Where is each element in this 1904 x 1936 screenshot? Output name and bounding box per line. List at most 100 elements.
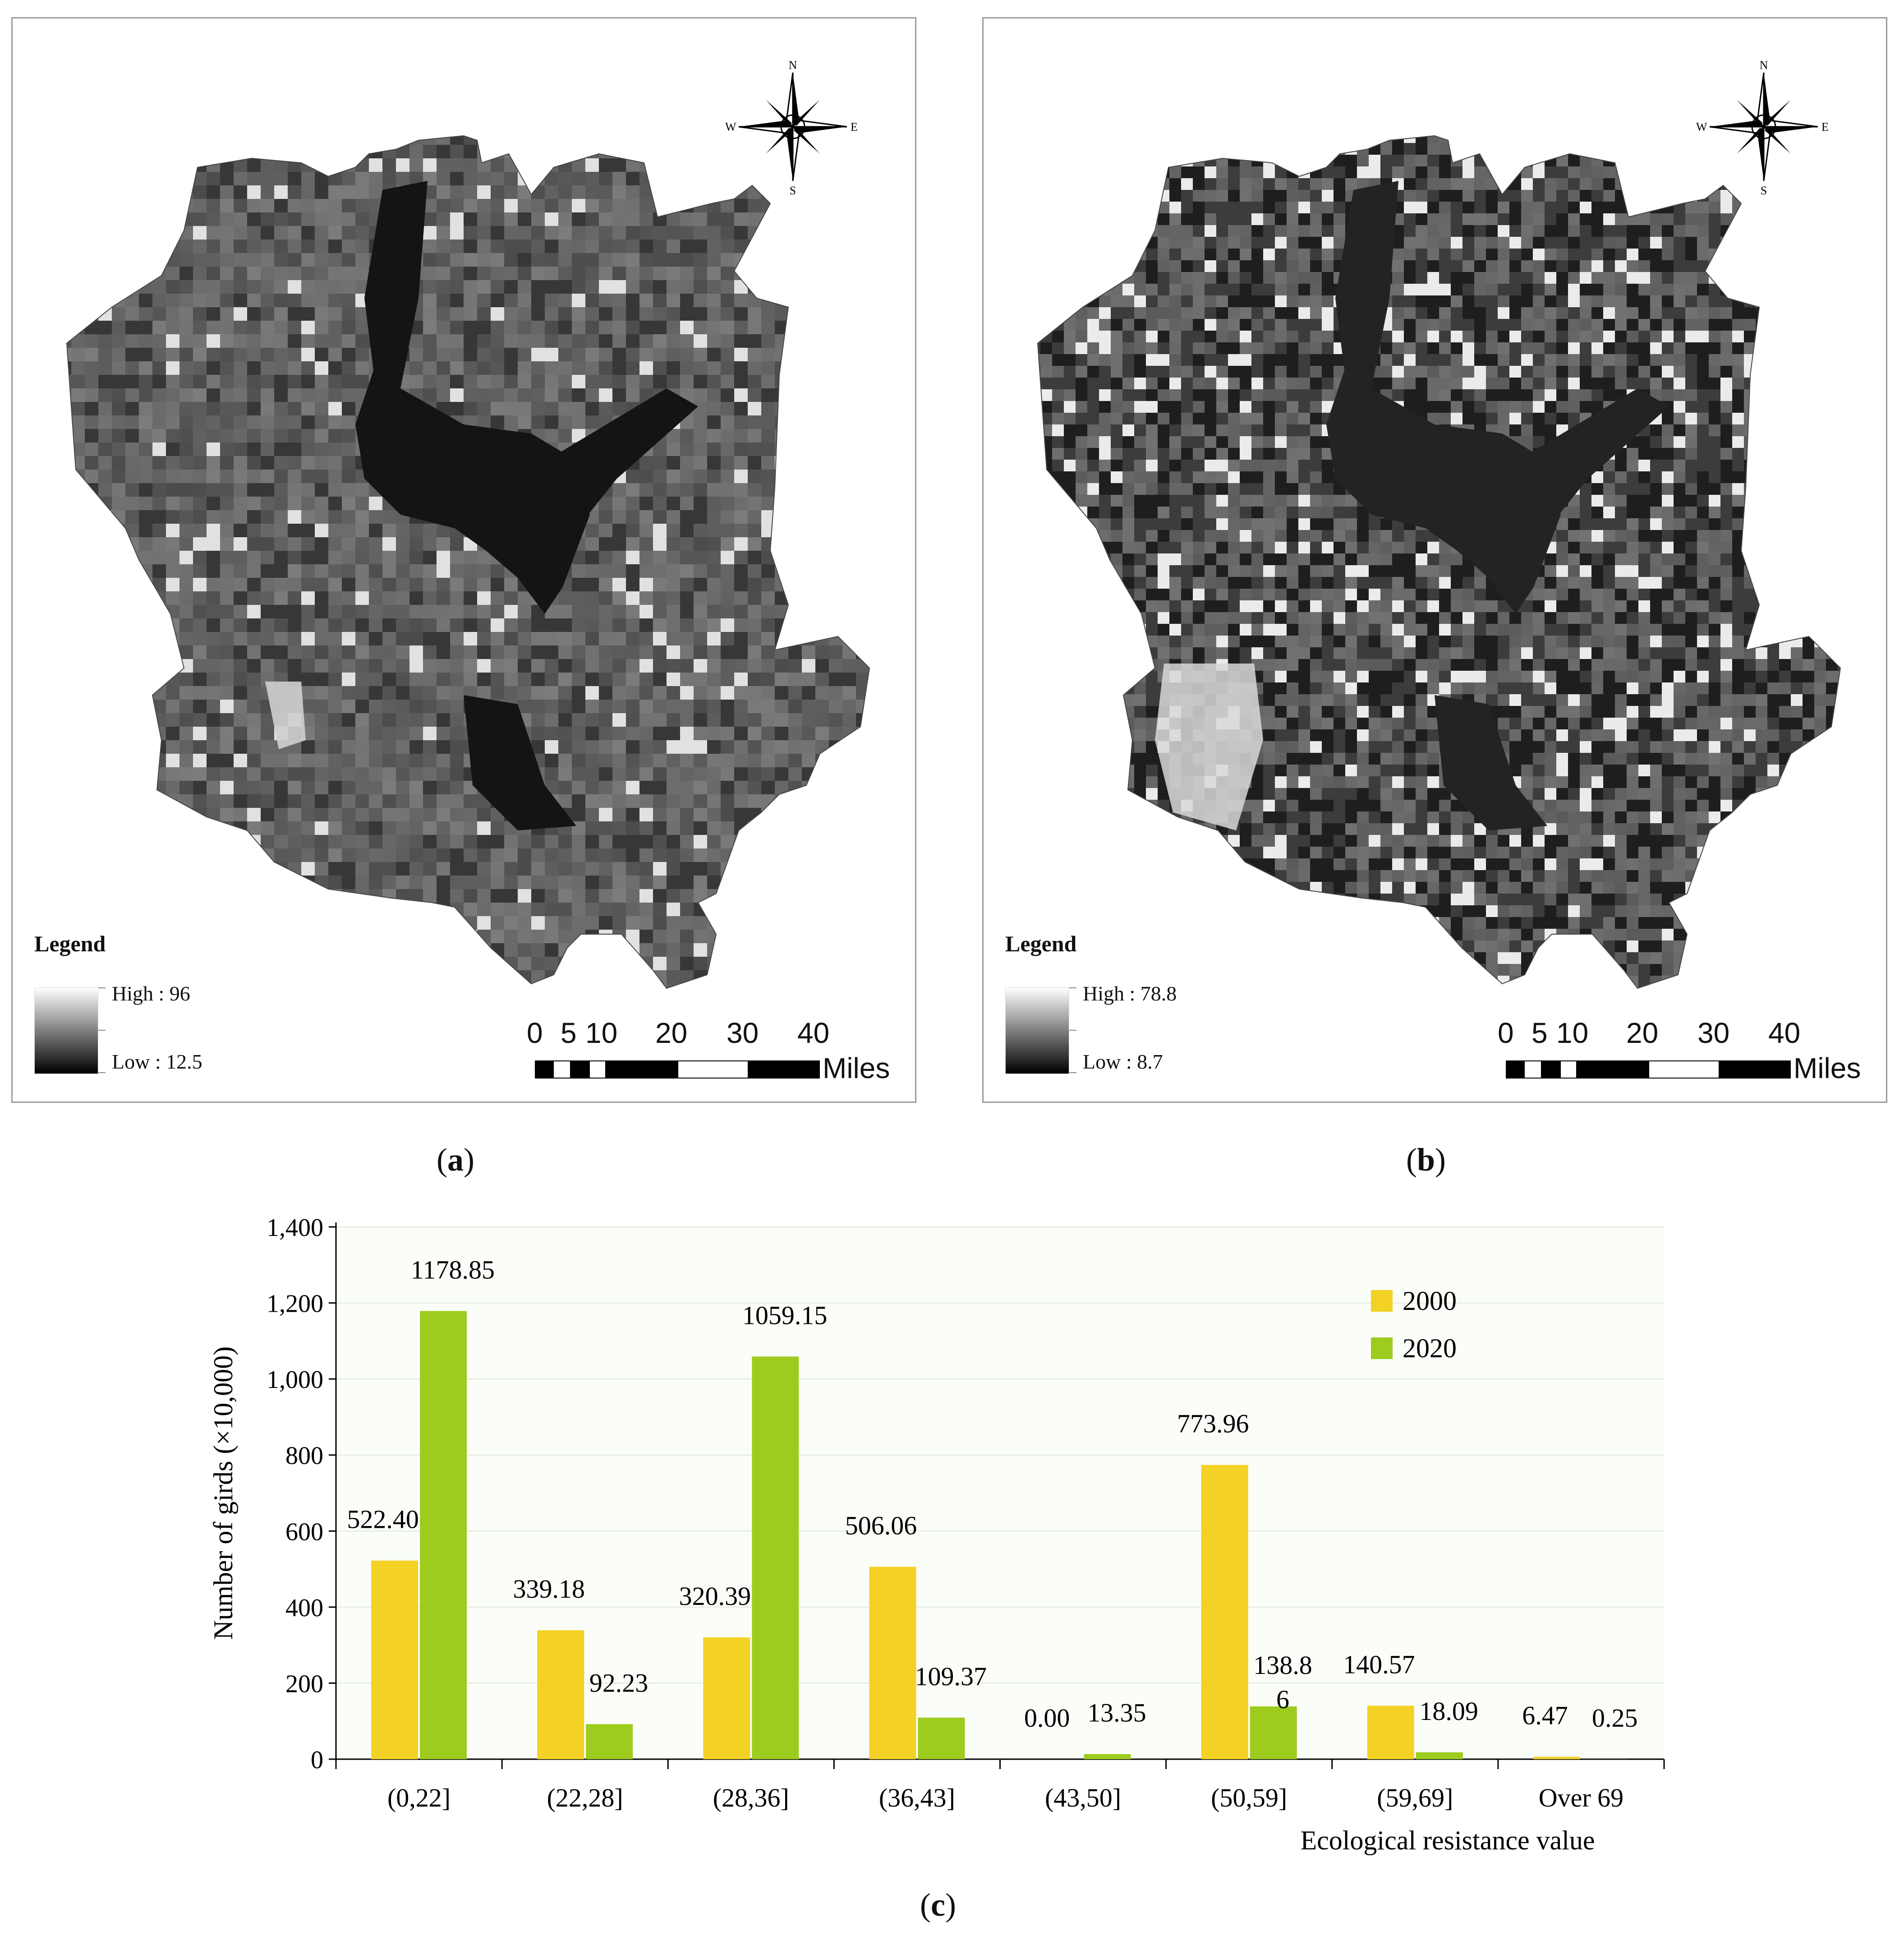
bar-2020	[918, 1717, 965, 1759]
scale-tick-label: 0	[527, 1017, 543, 1049]
scale-bar-segment	[1542, 1060, 1560, 1079]
scale-bar-segment	[677, 1060, 749, 1079]
data-label: 18.09	[1419, 1696, 1478, 1726]
x-tick-label: (0,22]	[387, 1783, 451, 1812]
scale-tick-label: 40	[1768, 1017, 1801, 1049]
scale-bar-segment	[553, 1060, 571, 1079]
scale-bar-segment	[1524, 1060, 1542, 1079]
y-tick-label: 800	[285, 1442, 323, 1470]
data-label: 522.40	[347, 1505, 419, 1534]
bar-2000	[869, 1567, 916, 1759]
scale-tick-label: 30	[1697, 1017, 1730, 1049]
x-tick-label: (36,43]	[879, 1783, 955, 1812]
water-body-region	[355, 181, 590, 614]
water-body-region	[1326, 181, 1561, 614]
panel-caption-b: (b)	[1406, 1142, 1446, 1178]
scale-bar-segment	[749, 1060, 820, 1079]
legend-tick	[98, 987, 106, 988]
data-label: 0.00	[1024, 1703, 1070, 1733]
scale-tick-label: 20	[1626, 1017, 1659, 1049]
legend-label: 2000	[1403, 1286, 1457, 1316]
legend-swatch-2020	[1371, 1337, 1393, 1359]
map-boundary	[66, 135, 870, 989]
data-label: 109.37	[915, 1662, 987, 1691]
legend-tick	[98, 1072, 106, 1073]
legend-tick	[1069, 1072, 1076, 1073]
north-arrow-icon: N S E W	[725, 59, 858, 197]
scale-tick-label: 5	[1531, 1017, 1548, 1049]
panel-caption-a: (a)	[437, 1142, 474, 1178]
x-tick-label: (28,36]	[713, 1783, 789, 1812]
data-label: 773.96	[1177, 1409, 1249, 1438]
plot-area	[336, 1227, 1664, 1759]
scale-bar-segment	[1648, 1060, 1720, 1079]
scale-tick-label: 0	[1498, 1017, 1514, 1049]
x-tick-label: (50,59]	[1211, 1783, 1287, 1812]
legend-tick	[1069, 987, 1076, 988]
legend-tick	[98, 1030, 106, 1031]
data-label: 6	[1276, 1685, 1289, 1714]
data-label: 6.47	[1522, 1701, 1568, 1730]
bar-2020	[1416, 1752, 1463, 1759]
scale-bar-segment	[1720, 1060, 1791, 1079]
bar-2020	[752, 1356, 799, 1759]
map-panel-a: N S E W Legend High : 96 Low : 12.5 0 5 …	[11, 17, 916, 1103]
data-label: 138.8	[1253, 1650, 1312, 1680]
scale-bar-segment	[1560, 1060, 1577, 1079]
data-label: 0.25	[1592, 1703, 1638, 1733]
y-tick-label: 600	[285, 1518, 323, 1546]
y-axis-title: Number of girds (×10,000)	[208, 1346, 238, 1640]
scale-bar-segment	[1577, 1060, 1648, 1079]
bar-2020	[1250, 1706, 1297, 1759]
y-tick-label: 1,000	[267, 1366, 323, 1394]
water-body-region	[464, 695, 576, 830]
resistance-bar-chart: 0 200 400 600 800 1,000 1,200 1,400 (0,22] 522.40…	[208, 1214, 1665, 1855]
legend-tick	[1069, 1030, 1076, 1031]
compass-n-label: N	[789, 59, 797, 72]
bar-2000	[1367, 1706, 1414, 1759]
water-body-region	[1502, 388, 1669, 524]
compass-w-label: W	[1696, 120, 1707, 134]
bar-2020	[1084, 1754, 1131, 1759]
data-label: 339.18	[513, 1574, 585, 1604]
data-label: 1059.15	[742, 1300, 828, 1330]
scale-unit-label: Miles	[823, 1052, 890, 1084]
y-tick-label: 1,400	[267, 1214, 323, 1242]
x-tick-label: Over 69	[1539, 1783, 1623, 1812]
legend-color-ramp	[34, 987, 98, 1074]
high-resistance-region	[265, 682, 306, 749]
map-panel-b: N S E W Legend High : 78.8 Low : 8.7 0 5…	[982, 17, 1887, 1103]
compass-w-label: W	[725, 120, 736, 134]
bar-2000	[371, 1560, 419, 1759]
bar-2000	[537, 1630, 584, 1759]
scale-tick-label: 5	[561, 1017, 577, 1049]
legend-label: 2020	[1403, 1333, 1457, 1363]
resistance-map-2020	[1037, 135, 1841, 989]
x-tick-label: (59,69]	[1377, 1783, 1453, 1812]
scale-bar-segment	[571, 1060, 589, 1079]
x-tick-label: (43,50]	[1045, 1783, 1121, 1812]
scale-bar-segment	[1506, 1060, 1524, 1079]
data-label: 140.57	[1343, 1650, 1415, 1679]
north-arrow-icon: N S E W	[1696, 59, 1829, 197]
data-label: 320.39	[679, 1581, 751, 1611]
scale-bar-segment	[589, 1060, 606, 1079]
bar-2020	[420, 1311, 467, 1759]
scale-tick-label: 30	[727, 1017, 759, 1049]
panel-caption-c: (c)	[920, 1887, 956, 1923]
legend-low-label: Low : 8.7	[1083, 1050, 1163, 1073]
data-label: 1178.85	[411, 1255, 495, 1284]
compass-s-label: S	[1761, 184, 1767, 197]
water-body-region	[531, 388, 698, 524]
legend-high-label: High : 96	[112, 982, 190, 1005]
legend-color-ramp	[1005, 987, 1069, 1074]
compass-e-label: E	[851, 120, 858, 134]
data-label: 506.06	[845, 1511, 917, 1540]
legend-title: Legend	[1005, 931, 1077, 956]
legend-swatch-2000	[1371, 1290, 1393, 1312]
scale-bar-segment	[535, 1060, 553, 1079]
legend-title: Legend	[34, 931, 106, 956]
y-tick-label: 1,200	[267, 1290, 323, 1318]
legend-high-label: High : 78.8	[1083, 982, 1177, 1005]
y-tick-label: 200	[285, 1670, 323, 1698]
